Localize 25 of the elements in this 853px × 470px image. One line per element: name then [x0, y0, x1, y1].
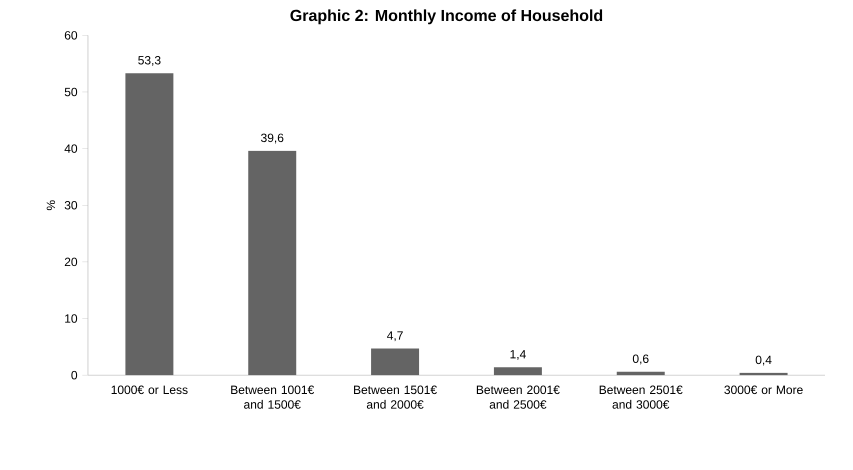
data-label: 53,3	[138, 56, 161, 66]
data-label: 39,6	[261, 134, 284, 144]
data-label: 4,7	[387, 331, 403, 342]
x-tick-label: Between 2501€ and 3000€	[600, 386, 683, 409]
bar	[371, 348, 420, 376]
y-tick-label: 50	[64, 88, 78, 96]
y-tick-label: 20	[64, 258, 78, 266]
bar	[125, 73, 174, 376]
data-label: 0,4	[756, 356, 772, 366]
data-label: 0,6	[632, 354, 649, 364]
x-tick-label: Between 2001€ and 2500€	[476, 386, 560, 409]
y-axis-title: %	[46, 200, 56, 210]
y-tick-label: 40	[64, 144, 78, 153]
x-tick-label: 3000€ or More	[724, 386, 803, 394]
x-tick-label: Between 1501€ and 2000€	[354, 386, 437, 409]
bar	[494, 367, 542, 376]
bar	[248, 150, 296, 376]
y-tick-label: 0	[71, 371, 78, 380]
y-tick-label: 60	[64, 31, 78, 40]
y-tick-label: 30	[64, 201, 78, 210]
y-tick-label: 10	[65, 314, 78, 323]
x-tick-label: Between 1001€ and 1500€	[231, 386, 314, 409]
x-tick-label: 1000€ or Less	[112, 386, 188, 394]
chart-title: Graphic 2: Monthly Income of Household	[290, 9, 602, 24]
data-label: 1,4	[510, 350, 526, 360]
